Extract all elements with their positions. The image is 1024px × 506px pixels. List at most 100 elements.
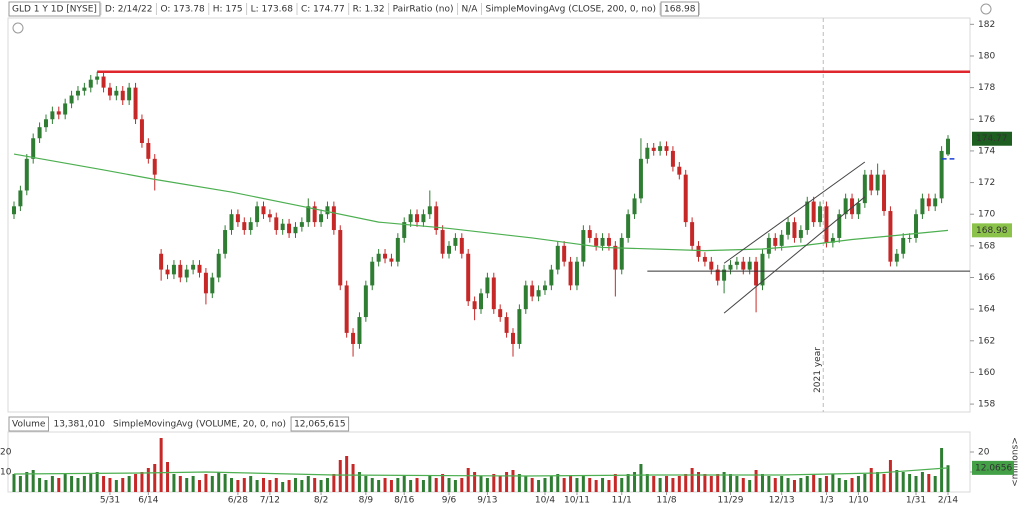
candle-body bbox=[472, 301, 477, 310]
candle-body bbox=[395, 237, 400, 262]
volume-bar bbox=[741, 478, 745, 492]
volume-bar bbox=[677, 476, 681, 492]
candle-body bbox=[18, 190, 23, 207]
volume-bar bbox=[914, 476, 918, 492]
volume-bar bbox=[255, 480, 259, 492]
volume-bar bbox=[773, 478, 777, 492]
candle-body bbox=[178, 264, 183, 278]
candle-body bbox=[383, 253, 388, 259]
volume-bar bbox=[12, 474, 16, 492]
volume-bar bbox=[76, 478, 80, 492]
volume-bar bbox=[114, 480, 118, 492]
candle-body bbox=[606, 237, 611, 246]
sma-value: 168.98 bbox=[664, 5, 696, 15]
volume-bar bbox=[920, 472, 924, 492]
volume-tick-label-left: 10 bbox=[0, 468, 12, 478]
symbol: GLD 1 Y 1D [NYSE] bbox=[12, 5, 97, 15]
volume-bar bbox=[671, 478, 675, 492]
volume-bar bbox=[466, 468, 470, 492]
volume-bar bbox=[530, 478, 534, 492]
x-tick-label: 9/6 bbox=[442, 496, 457, 506]
sma-line bbox=[13, 153, 949, 252]
volume-bar bbox=[447, 478, 451, 492]
candle-body bbox=[824, 206, 829, 243]
x-tick-label: 8/9 bbox=[359, 496, 374, 506]
volume-bar bbox=[760, 474, 764, 492]
candle-body bbox=[670, 150, 675, 167]
volume-bar bbox=[268, 480, 272, 492]
candle-body bbox=[882, 174, 887, 212]
x-tick-label: 10/4 bbox=[535, 496, 555, 506]
candle-body bbox=[555, 245, 560, 270]
candle-body bbox=[901, 237, 906, 254]
candle-body bbox=[850, 198, 855, 215]
zoom-icon[interactable] bbox=[12, 22, 24, 34]
volume-bar bbox=[383, 478, 387, 492]
study-value: N/A bbox=[462, 5, 479, 15]
candle-body bbox=[856, 203, 861, 215]
candle-body bbox=[946, 138, 950, 155]
sma-badge-label: 168.98 bbox=[976, 226, 1008, 236]
candle-body bbox=[197, 264, 202, 273]
volume-bar bbox=[735, 476, 739, 492]
candle-body bbox=[75, 90, 80, 96]
volume-bar bbox=[569, 476, 573, 492]
candle-body bbox=[702, 256, 707, 262]
volume-bar bbox=[505, 472, 509, 492]
candle-body bbox=[139, 119, 144, 144]
candle-body bbox=[331, 206, 336, 231]
volume-bar bbox=[434, 478, 438, 492]
y-tick-label: 158 bbox=[978, 400, 995, 410]
volume-title-box bbox=[8, 416, 49, 432]
candle-body bbox=[389, 258, 394, 262]
volume-bar bbox=[805, 476, 809, 492]
symbol-box bbox=[8, 1, 101, 17]
candle-body bbox=[869, 174, 874, 191]
volume-bar bbox=[460, 478, 464, 492]
candle-body bbox=[357, 317, 362, 344]
candle-body bbox=[939, 150, 944, 199]
candle-body bbox=[242, 222, 247, 231]
candle-body bbox=[664, 146, 669, 151]
candle-body bbox=[741, 261, 746, 270]
y-tick-label: 168 bbox=[978, 241, 995, 251]
volume-bar bbox=[524, 476, 528, 492]
candle-body bbox=[63, 103, 68, 115]
y-tick-label: 170 bbox=[978, 210, 995, 220]
y-tick-label: 174 bbox=[978, 146, 995, 156]
candle-body bbox=[779, 234, 784, 246]
candle-body bbox=[485, 277, 490, 294]
volume-bar bbox=[18, 476, 22, 492]
volume-title: Volume bbox=[12, 420, 46, 430]
candle-body bbox=[581, 230, 586, 262]
volume-bar bbox=[31, 470, 35, 492]
candle-body bbox=[459, 237, 464, 254]
candle-body bbox=[120, 90, 125, 101]
volume-bar bbox=[818, 478, 822, 492]
volume-bar bbox=[198, 480, 202, 492]
volume-bar bbox=[281, 482, 285, 492]
volume-bar bbox=[645, 474, 649, 492]
volume-bar bbox=[95, 472, 99, 492]
volume-bar bbox=[556, 474, 560, 492]
volume-bar bbox=[728, 474, 732, 492]
y-tick-label: 166 bbox=[978, 273, 995, 283]
volume-bar bbox=[230, 478, 234, 492]
candle-body bbox=[133, 87, 138, 120]
volume-bar bbox=[44, 480, 48, 492]
candle-body bbox=[523, 285, 528, 310]
candle-body bbox=[574, 261, 579, 286]
volume-bar bbox=[754, 470, 758, 492]
y-tick-label: 180 bbox=[978, 51, 995, 61]
volume-bar bbox=[236, 480, 240, 492]
y-tick-label: 160 bbox=[978, 368, 995, 378]
candle-body bbox=[696, 245, 701, 257]
volume-bar bbox=[191, 476, 195, 492]
settings-icon[interactable] bbox=[980, 3, 992, 15]
candle-body bbox=[613, 245, 618, 270]
candle-body bbox=[504, 317, 509, 333]
candle-body bbox=[299, 222, 304, 227]
candle-body bbox=[267, 214, 272, 218]
volume-bar bbox=[351, 464, 355, 492]
